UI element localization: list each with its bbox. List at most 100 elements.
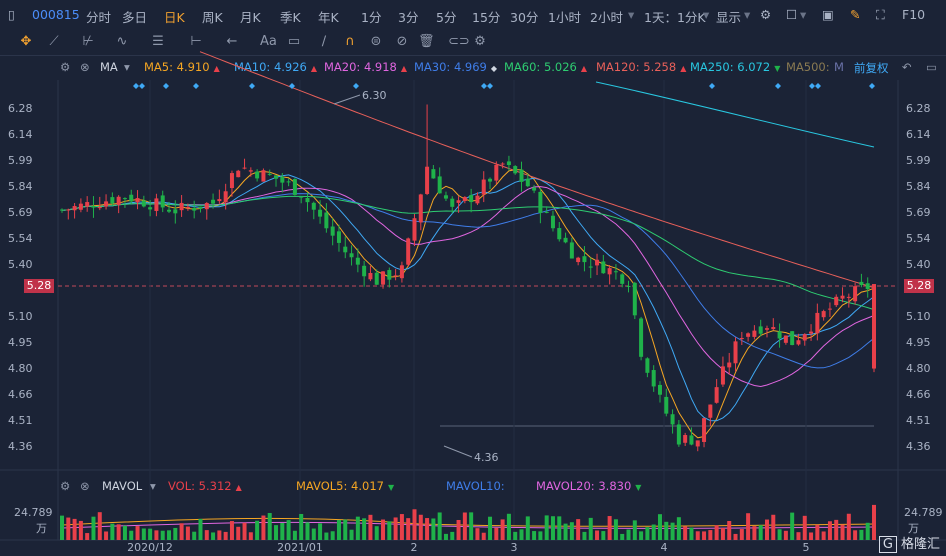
period-tab-30min[interactable]: 30分 xyxy=(510,10,539,25)
candle-body xyxy=(513,166,518,174)
volume-bar xyxy=(771,514,776,540)
fullscreen-icon[interactable]: ⛶ xyxy=(876,7,885,22)
candle-body xyxy=(179,202,184,211)
candle-body xyxy=(657,384,662,395)
candle-body xyxy=(840,295,845,299)
candle-body xyxy=(796,340,801,345)
candle-body xyxy=(456,200,461,203)
ray-tool-icon[interactable]: ⊬ xyxy=(82,34,94,49)
volume-bar xyxy=(267,513,272,540)
period-tab-3min[interactable]: 3分 xyxy=(398,10,419,25)
current-price-tag-right: 5.28 xyxy=(904,279,934,293)
magnet-icon[interactable]: ∩ xyxy=(345,34,355,49)
volume-bar xyxy=(632,520,637,540)
volume-bar xyxy=(475,528,480,540)
f10-button[interactable]: F10 xyxy=(902,7,926,22)
period-tab-15min[interactable]: 15分 xyxy=(472,10,501,25)
period-tab-yearly[interactable]: 年K xyxy=(318,10,339,25)
collapse-icon[interactable]: ▭ xyxy=(926,60,937,74)
fib-tool-icon[interactable]: ☰ xyxy=(152,34,164,49)
settings-icon[interactable]: ⚙ xyxy=(60,479,71,493)
checkbox-icon[interactable]: ☐ xyxy=(786,7,798,22)
volume-bar xyxy=(676,517,681,540)
comment-icon[interactable]: ▭ xyxy=(287,34,301,49)
chevron-down-icon[interactable]: ▾ xyxy=(124,60,130,74)
volume-bar xyxy=(456,519,461,540)
price-tick-label: 4.51 xyxy=(906,414,931,427)
adjust-toggle[interactable]: 前复权 xyxy=(854,61,889,75)
range-selector[interactable]: 1天：1分K xyxy=(644,10,706,25)
volume-bar xyxy=(129,530,134,540)
chevron-down-icon[interactable]: ▾ xyxy=(703,7,710,22)
candle-body xyxy=(412,218,417,241)
volume-bar xyxy=(374,526,379,540)
period-tab-1min[interactable]: 1分 xyxy=(361,10,382,25)
crosshair-icon[interactable]: ✥ xyxy=(20,34,32,49)
volume-bar xyxy=(135,526,140,540)
mavol-type-label[interactable]: MAVOL xyxy=(102,479,143,493)
volume-bar xyxy=(336,519,341,540)
display-menu[interactable]: 显示 xyxy=(716,10,742,25)
pen-icon[interactable]: ∕ xyxy=(321,34,327,49)
candle-body xyxy=(336,231,341,243)
image-icon[interactable]: ▣ xyxy=(822,7,834,22)
settings-icon[interactable]: ⚙ xyxy=(474,34,486,49)
wave-tool-icon[interactable]: ∿ xyxy=(116,34,128,49)
volume-bar xyxy=(248,532,253,540)
event-marker xyxy=(249,83,255,89)
candle-body xyxy=(739,337,744,339)
close-icon[interactable]: ⊗ xyxy=(80,479,90,493)
event-marker xyxy=(133,83,139,89)
volume-bar xyxy=(739,528,744,540)
volume-bar xyxy=(198,518,203,540)
candle-body xyxy=(110,197,115,204)
candle-body xyxy=(343,246,348,253)
period-tab-1hour[interactable]: 1小时 xyxy=(548,10,581,25)
period-tab-monthly[interactable]: 月K xyxy=(240,10,261,25)
volume-bar xyxy=(689,527,694,540)
period-tab-quarterly[interactable]: 季K xyxy=(280,10,301,25)
arrow-tool-icon[interactable]: ← xyxy=(226,34,238,49)
layout-icon[interactable]: ▯ xyxy=(8,7,15,22)
gear-icon[interactable]: ⚙ xyxy=(760,7,772,22)
lock-icon[interactable]: ⊜ xyxy=(370,34,382,49)
period-tab-5min[interactable]: 5分 xyxy=(436,10,457,25)
candle-body xyxy=(626,285,631,287)
period-tab-daily[interactable]: 日K xyxy=(164,10,185,25)
high-price-pointer xyxy=(333,94,361,105)
volume-bar xyxy=(865,522,870,540)
candle-body xyxy=(670,414,675,425)
close-icon[interactable]: ⊗ xyxy=(80,60,90,74)
settings-icon[interactable]: ⚙ xyxy=(60,60,71,74)
pencil-icon[interactable]: ✎ xyxy=(850,7,861,22)
volume-bar xyxy=(148,528,153,540)
period-tab-2hour[interactable]: 2小时 xyxy=(590,10,623,25)
hide-icon[interactable]: ⊘ xyxy=(396,34,408,49)
volume-bar xyxy=(242,522,247,540)
line-tool-icon[interactable]: ⟋ xyxy=(49,34,59,49)
volume-bar xyxy=(330,531,335,540)
price-tick-label: 5.40 xyxy=(8,258,33,271)
chevron-down-icon[interactable]: ▾ xyxy=(628,7,635,22)
volume-legend: ⚙ ⊗ MAVOL ▾ VOL: 5.312 ▲ MAVOL5: 4.017 ▼ M… xyxy=(0,476,946,496)
measure-tool-icon[interactable]: ⊢ xyxy=(190,34,202,49)
undo-icon[interactable]: ↶ xyxy=(902,60,912,74)
period-tab-multiday[interactable]: 多日 xyxy=(122,10,148,25)
chevron-down-icon[interactable]: ▾ xyxy=(744,7,751,22)
candle-body xyxy=(72,206,77,211)
candle-body xyxy=(349,253,354,258)
event-marker xyxy=(289,83,295,89)
candle-body xyxy=(443,195,448,199)
ma-type-label[interactable]: MA xyxy=(100,60,118,74)
volume-bar xyxy=(236,526,241,540)
event-marker xyxy=(709,83,715,89)
trash-icon[interactable]: 🗑 xyxy=(418,34,435,49)
chevron-down-icon[interactable]: ▾ xyxy=(800,7,807,22)
stock-code[interactable]: 000815 xyxy=(32,7,80,22)
ma-line xyxy=(61,195,875,311)
period-tab-timeshare[interactable]: 分时 xyxy=(86,10,112,25)
period-tab-weekly[interactable]: 周K xyxy=(202,10,223,25)
text-tool-icon[interactable]: Aa xyxy=(260,34,277,49)
chevron-down-icon[interactable]: ▾ xyxy=(150,479,156,493)
